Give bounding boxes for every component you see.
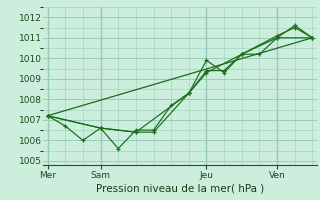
X-axis label: Pression niveau de la mer( hPa ): Pression niveau de la mer( hPa ) xyxy=(96,184,264,194)
